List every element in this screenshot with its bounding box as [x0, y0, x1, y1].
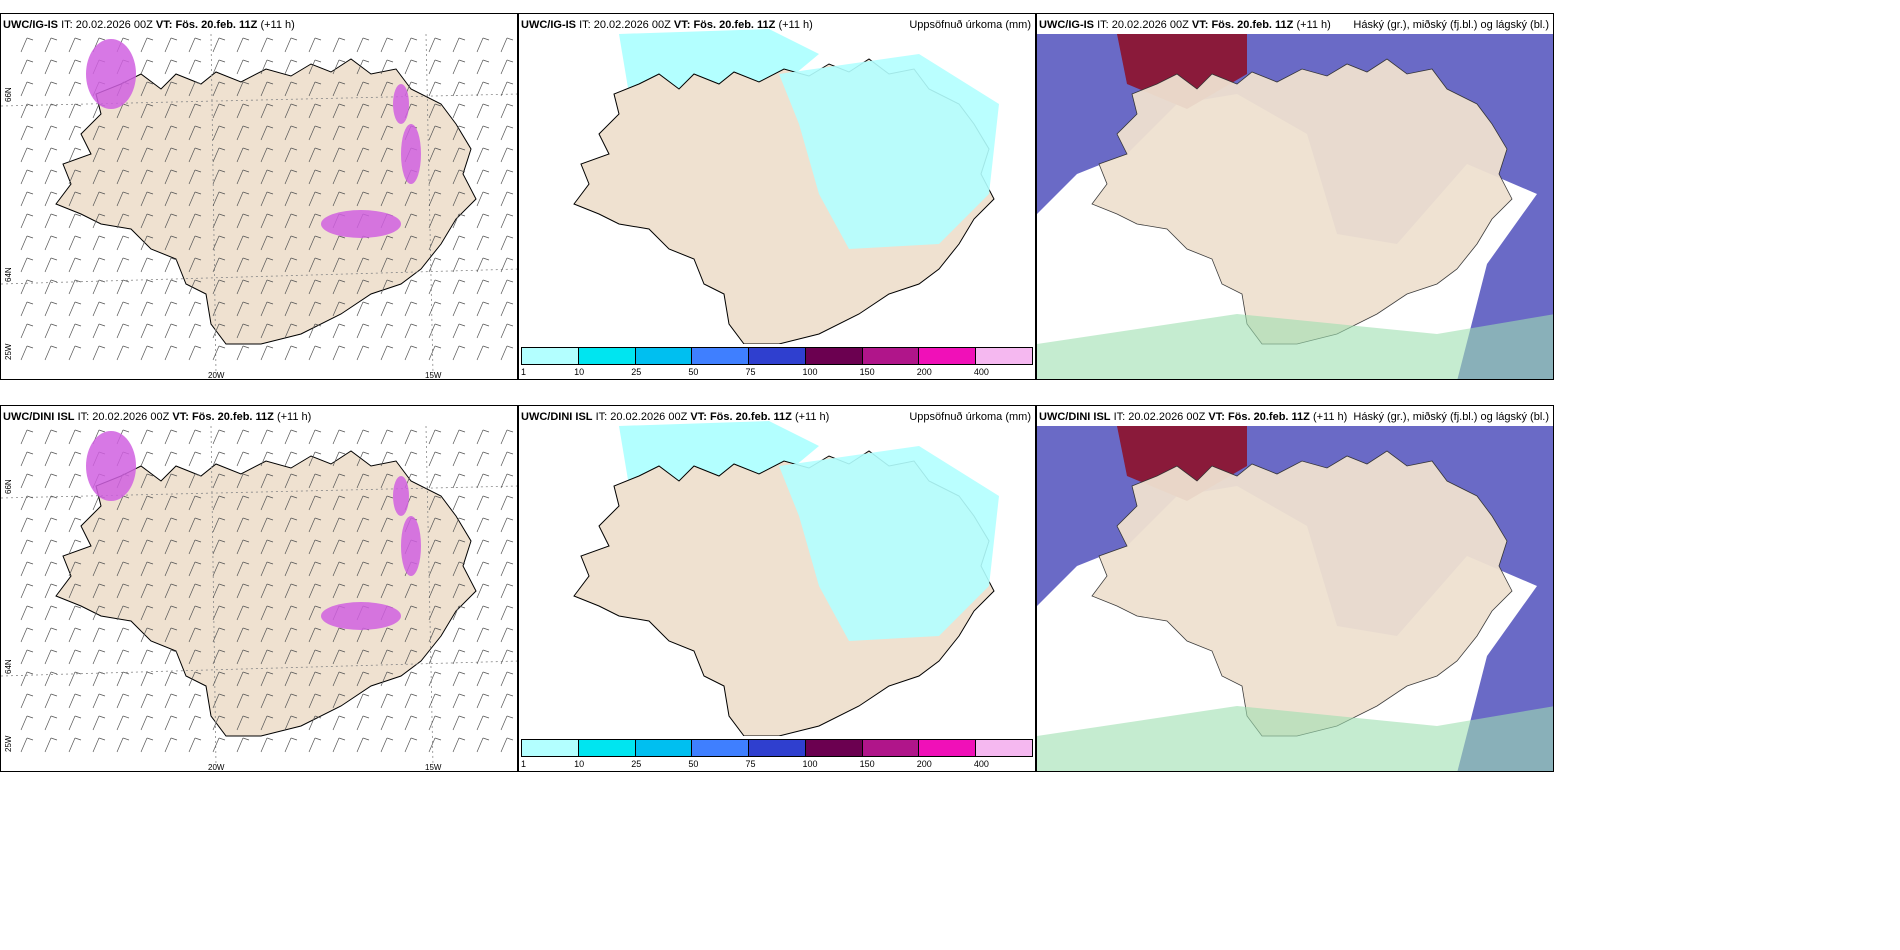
colorbar-swatches: [521, 347, 1033, 365]
colorbar-label: 100: [802, 759, 818, 769]
panel-title: UWC/IG-IS IT: 20.02.2026 00Z VT: Fös. 20…: [521, 19, 813, 31]
precip-colorbar: 1 10 25 50 75 100 150 200 400: [519, 343, 1035, 379]
colorbar-label: 400: [973, 367, 989, 377]
colorbar-swatch: [578, 740, 636, 756]
panel-title: UWC/DINI ISL IT: 20.02.2026 00Z VT: Fös.…: [1039, 411, 1348, 423]
colorbar-label: 400: [973, 759, 989, 769]
lon-label-20w: 20W: [208, 763, 225, 772]
colorbar-swatch: [749, 348, 806, 364]
panel-subtitle: Háský (gr.), miðský (fj.bl.) og lágský (…: [1353, 411, 1549, 423]
colorbar-swatch: [805, 348, 863, 364]
colorbar-swatch: [749, 740, 806, 756]
colorbar-swatch: [976, 348, 1033, 364]
panel-subtitle: Háský (gr.), miðský (fj.bl.) og lágský (…: [1353, 19, 1549, 31]
colorbar-label: 50: [688, 367, 699, 377]
colorbar-swatch: [976, 740, 1033, 756]
lon-label-15w: 15W: [425, 371, 442, 380]
colorbar-label: 75: [745, 367, 756, 377]
colorbar-label: 25: [631, 367, 642, 377]
precip-colorbar: 1 10 25 50 75 100 150 200 400: [519, 735, 1035, 771]
panel-dini-cloud: UWC/DINI ISL IT: 20.02.2026 00Z VT: Fös.…: [1036, 405, 1554, 772]
lat-label-25w: 25W: [4, 343, 13, 360]
precip-map: [519, 406, 1035, 736]
colorbar-label: 1: [521, 759, 527, 769]
colorbar-label: 25: [631, 759, 642, 769]
colorbar-swatch: [919, 740, 977, 756]
lat-label-66n: 66N: [4, 87, 13, 102]
colorbar-label: 150: [859, 367, 875, 377]
colorbar-swatch: [522, 740, 579, 756]
lat-label-25w: 25W: [4, 735, 13, 752]
colorbar-label: 200: [916, 367, 932, 377]
panel-ig-wind: UWC/IG-IS IT: 20.02.2026 00Z VT: Fös. 20…: [0, 13, 518, 380]
colorbar-swatch: [578, 348, 636, 364]
colorbar-swatch: [919, 348, 977, 364]
wind-map: [1, 406, 517, 771]
panel-title: UWC/DINI ISL IT: 20.02.2026 00Z VT: Fös.…: [3, 411, 312, 423]
panel-title: UWC/IG-IS IT: 20.02.2026 00Z VT: Fös. 20…: [1039, 19, 1331, 31]
colorbar-swatch: [522, 348, 579, 364]
lat-label-66n: 66N: [4, 479, 13, 494]
colorbar-label: 1: [521, 367, 527, 377]
panel-dini-wind: UWC/DINI ISL IT: 20.02.2026 00Z VT: Fös.…: [0, 405, 518, 772]
lat-label-64n: 64N: [4, 267, 13, 282]
panel-subtitle: Uppsöfnuð úrkoma (mm): [909, 411, 1031, 423]
colorbar-label: 50: [688, 759, 699, 769]
panel-dini-precip: UWC/DINI ISL IT: 20.02.2026 00Z VT: Fös.…: [518, 405, 1036, 772]
colorbar-swatch: [692, 740, 750, 756]
colorbar-swatch: [635, 740, 693, 756]
cloud-map: [1037, 14, 1553, 379]
precip-map: [519, 14, 1035, 344]
colorbar-label: 150: [859, 759, 875, 769]
colorbar-swatch: [692, 348, 750, 364]
lat-label-64n: 64N: [4, 659, 13, 674]
panel-ig-cloud: UWC/IG-IS IT: 20.02.2026 00Z VT: Fös. 20…: [1036, 13, 1554, 380]
colorbar-label: 75: [745, 759, 756, 769]
colorbar-swatch: [805, 740, 863, 756]
wind-map: [1, 14, 517, 379]
colorbar-swatches: [521, 739, 1033, 757]
lon-label-15w: 15W: [425, 763, 442, 772]
colorbar-label: 200: [916, 759, 932, 769]
colorbar-label: 10: [574, 759, 585, 769]
lon-label-20w: 20W: [208, 371, 225, 380]
colorbar-swatch: [862, 740, 920, 756]
panel-ig-precip: UWC/IG-IS IT: 20.02.2026 00Z VT: Fös. 20…: [518, 13, 1036, 380]
panel-title: UWC/IG-IS IT: 20.02.2026 00Z VT: Fös. 20…: [3, 19, 295, 31]
panel-subtitle: Uppsöfnuð úrkoma (mm): [909, 19, 1031, 31]
colorbar-swatch: [862, 348, 920, 364]
colorbar-label: 100: [802, 367, 818, 377]
cloud-map: [1037, 406, 1553, 771]
colorbar-label: 10: [574, 367, 585, 377]
panel-title: UWC/DINI ISL IT: 20.02.2026 00Z VT: Fös.…: [521, 411, 830, 423]
colorbar-swatch: [635, 348, 693, 364]
